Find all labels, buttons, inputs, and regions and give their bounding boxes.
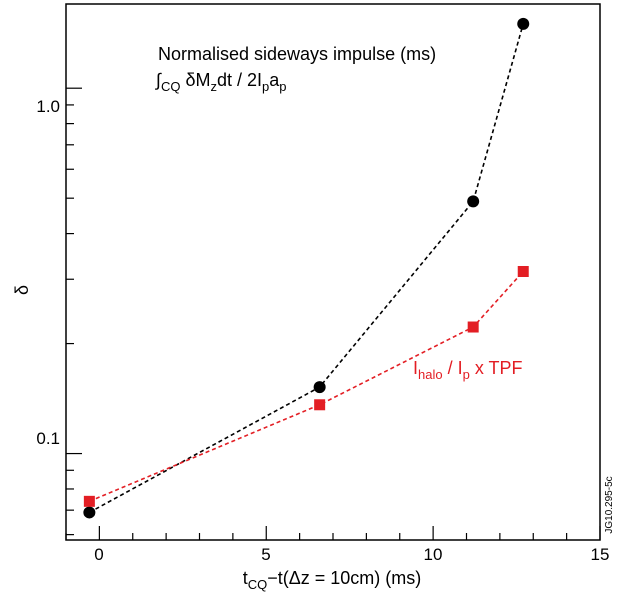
x-label-t: t [243,568,248,588]
series-0 [83,17,530,519]
series-1-line [89,270,524,503]
y-minor-ticks [66,104,74,536]
y-ticks [66,87,82,455]
series-0-line [89,23,524,514]
formula-part2: dt / 2I [217,70,262,90]
y-tick-label-1-0: 1.0 [36,97,60,116]
series-0-point-2 [467,195,480,208]
x-tick-label-10: 10 [424,545,443,564]
x-tick-label-5: 5 [261,545,270,564]
series-1 [83,265,529,507]
series-0-point-3 [517,17,530,30]
annotation-red-label: Ihalo / Ip x TPF [413,358,523,382]
x-tick-label-15: 15 [591,545,610,564]
formula-p-sub1: p [262,79,269,94]
integral-sign: ∫ [154,70,162,90]
formula-p-sub2: p [279,79,286,94]
series-1-point-2 [467,321,479,333]
series-1-point-1 [314,399,326,411]
red-label-p-sub: p [463,367,470,382]
formula-part1: δM [180,70,210,90]
y-axis-label: δ [12,285,32,295]
figure-code: JG10.295-5c [604,476,615,533]
series-1-point-0 [83,495,95,507]
annotation-black-line1: Normalised sideways impulse (ms) [158,44,436,64]
y-tick-label-0-1: 0.1 [36,429,60,448]
red-label-mid: / I [443,358,463,378]
red-label-tail: x TPF [470,358,523,378]
x-axis-label: tCQ−t(Δz = 10cm) (ms) [243,568,422,592]
formula-z-sub: z [210,79,217,94]
series-layer [83,17,530,519]
red-label-i: I [413,358,418,378]
annotation-black-line2: ∫CQ δMzdt / 2Ipap [154,70,286,94]
x-ticks [65,526,601,540]
x-label-cq-sub: CQ [248,577,268,592]
series-1-point-3 [517,265,529,277]
x-label-rest: −t(Δz = 10cm) (ms) [267,568,421,588]
series-0-point-0 [83,506,96,519]
x-tick-label-0: 0 [94,545,103,564]
formula-part3: a [269,70,280,90]
series-0-point-1 [313,381,326,394]
red-label-halo-sub: halo [418,367,443,382]
integral-sub: CQ [161,79,181,94]
